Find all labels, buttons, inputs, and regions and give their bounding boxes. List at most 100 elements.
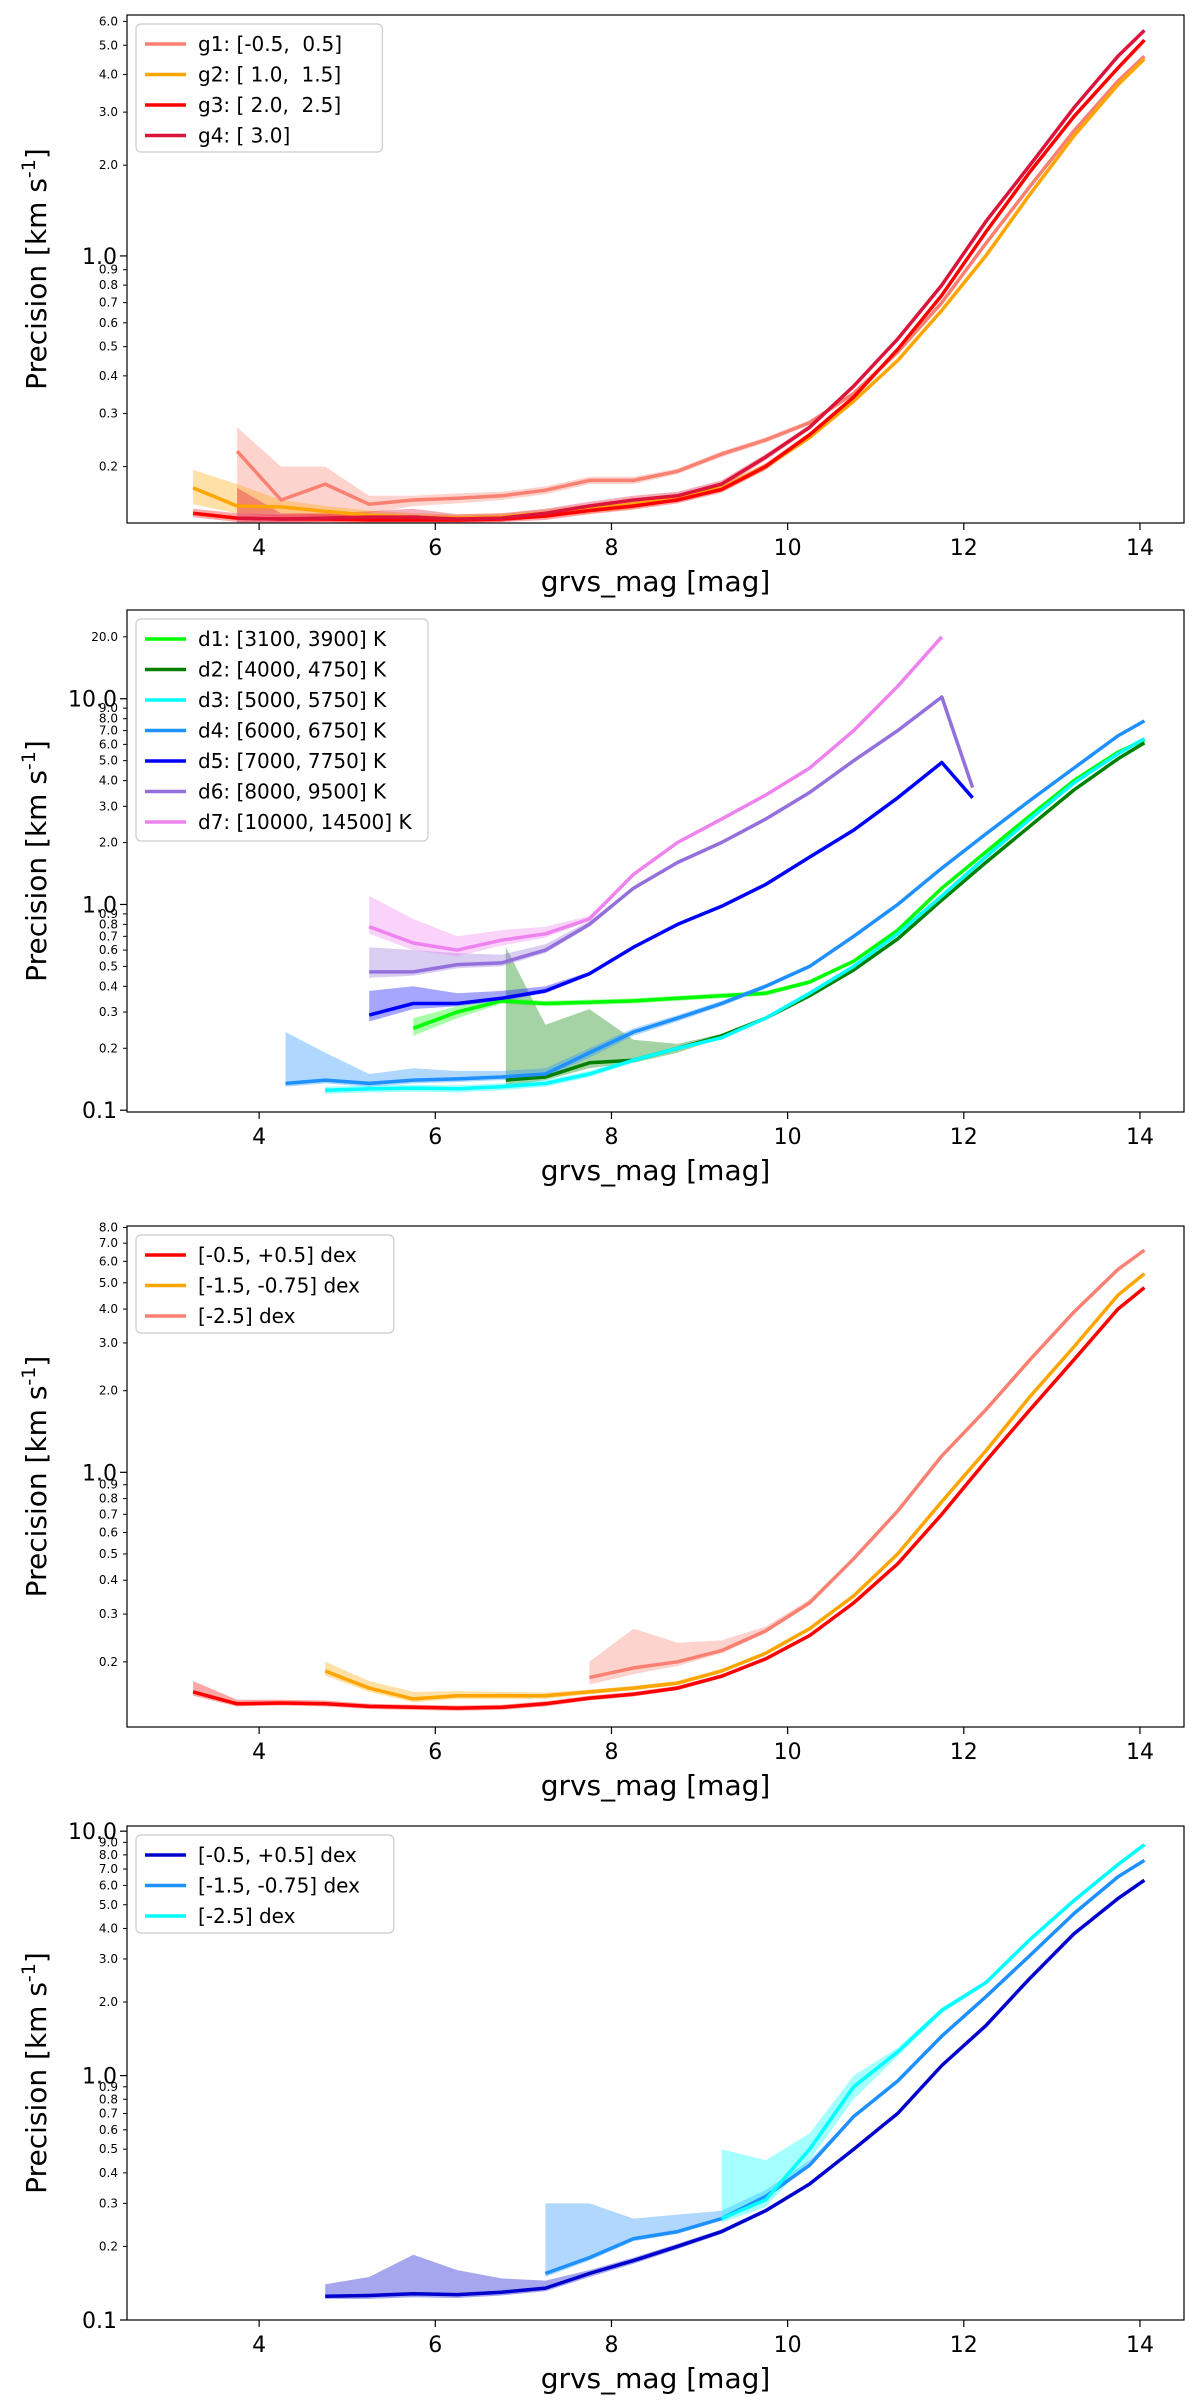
- y-minor-tick-label: 0.2: [99, 2239, 118, 2253]
- x-tick-label: 8: [604, 536, 618, 561]
- y-minor-tick-label: 0.7: [99, 1507, 118, 1521]
- y-tick-label: 0.1: [82, 2309, 117, 2334]
- legend-label: [-0.5, +0.5] dex: [198, 1243, 357, 1267]
- y-minor-tick-label: 0.9: [99, 263, 118, 277]
- legend-label: d6: [8000, 9500] K: [198, 780, 387, 804]
- y-minor-tick-label: 0.5: [99, 340, 118, 354]
- series-line-6: [369, 695, 975, 974]
- chart-panel-4: 4 6 8 10 12 14 0.1 1.0 10.0 0.2 0.3 0.4 0.5 0.6 0.70.8…: [18, 1820, 1185, 2395]
- legend-label: [-1.5, -0.75] dex: [198, 1274, 360, 1298]
- series-line-1: [235, 54, 1146, 507]
- y-minor-tick-label: 0.9: [99, 907, 118, 921]
- y-minor-tick-label: 0.6: [99, 1525, 118, 1539]
- y-tick-label: 0.1: [82, 1099, 117, 1124]
- x-tick-label: 8: [604, 2333, 618, 2358]
- legend-box: [135, 1234, 395, 1334]
- y-minor-tick-label: 2.0: [99, 1384, 118, 1398]
- plot-data: [325, 1843, 1146, 2299]
- x-tick-label: 6: [428, 1740, 442, 1765]
- chart-panel-2: 4 6 8 10 12 14 0.1 1.0 10.0 0.2 0.3 0.4 0.5 0.60.70.8…: [18, 609, 1185, 1187]
- x-axis-label: grvs_mag [mag]: [541, 1154, 771, 1187]
- y-minor-tick-label: 4.0: [99, 67, 118, 81]
- series-band-5: [369, 762, 973, 1022]
- y-minor-tick-label: 0.3: [99, 2196, 118, 2210]
- series-band-3: [721, 1844, 1145, 2223]
- legend-label: d2: [4000, 4750] K: [198, 658, 387, 682]
- axes-frame: [126, 609, 1185, 1113]
- y-minor-tick-label: 0.4: [99, 369, 118, 383]
- series-line-2: [544, 1858, 1146, 2276]
- legend: [-0.5, +0.5] dex [-1.5, -0.75] dex [-2.5] …: [135, 1834, 395, 1934]
- y-minor-tick-label: 4.0: [99, 1921, 118, 1935]
- x-tick-label: 14: [1126, 1740, 1154, 1765]
- y-minor-tick-label: 0.6: [99, 316, 118, 330]
- x-tick-label: 8: [604, 1125, 618, 1150]
- legend-label: d3: [5000, 5750] K: [198, 688, 387, 712]
- x-tick-label: 8: [604, 1740, 618, 1765]
- legend-label: [-2.5] dex: [198, 1304, 296, 1328]
- y-minor-tick-label: 5.0: [99, 38, 118, 52]
- y-minor-tick-label: 2.0: [99, 1995, 118, 2009]
- y-minor-tick-label: 0.9: [99, 1478, 118, 1492]
- y-minor-tick-label: 3.0: [99, 1336, 118, 1350]
- legend-label: d4: [6000, 6750] K: [198, 719, 387, 743]
- x-tick-label: 6: [428, 536, 442, 561]
- y-minor-tick-label: 2.0: [99, 836, 118, 850]
- series-band-2: [545, 1860, 1145, 2277]
- series-line-3: [720, 1843, 1146, 2221]
- legend-label: g1: [-0.5, 0.5]: [198, 32, 342, 56]
- axes-frame: [126, 14, 1185, 524]
- legend-label: g2: [ 1.0, 1.5]: [198, 63, 341, 87]
- y-minor-tick-label: 0.2: [99, 1041, 118, 1055]
- legend-box: [135, 618, 429, 842]
- legend-label: g4: [ 3.0]: [198, 124, 290, 148]
- y-minor-tick-label: 3.0: [99, 105, 118, 119]
- y-minor-tick-label: 6.0: [99, 1254, 118, 1268]
- y-minor-tick-label: 2.0: [99, 158, 118, 172]
- x-tick-label: 12: [950, 2333, 978, 2358]
- y-axis-label: Precision [km s-1]: [18, 148, 53, 390]
- series-band-3: [589, 1249, 1145, 1685]
- plot-data: [192, 1248, 1146, 1711]
- series-line-3: [325, 737, 1146, 1093]
- series-line-3: [589, 1248, 1146, 1680]
- x-tick-label: 10: [774, 1740, 802, 1765]
- y-minor-tick-label: 7.0: [99, 1236, 118, 1250]
- x-axis-label: grvs_mag [mag]: [541, 1769, 771, 1802]
- y-minor-tick-label: 0.3: [99, 1005, 118, 1019]
- series-band-2: [505, 742, 1145, 1087]
- series-line-4: [237, 29, 1146, 521]
- y-minor-tick-label: 7.0: [99, 1862, 118, 1876]
- series-line-2: [505, 741, 1146, 1082]
- legend-label: [-2.5] dex: [198, 1904, 296, 1928]
- y-minor-tick-label: 0.8: [99, 2092, 118, 2106]
- x-tick-label: 12: [950, 536, 978, 561]
- chart-panel-1: 4 6 8 10 12 14 1.0 0.2 0.3 0.4 0.5 0.6 0.7 0.80.9 2.0 3…: [18, 14, 1185, 598]
- y-minor-tick-label: 3.0: [99, 1952, 118, 1966]
- legend-label: [-0.5, +0.5] dex: [198, 1843, 357, 1867]
- series-line-1: [192, 1286, 1146, 1710]
- series-line-5: [368, 760, 974, 1017]
- x-tick-label: 12: [950, 1125, 978, 1150]
- y-tick-label: 1.0: [82, 1461, 117, 1486]
- x-tick-label: 6: [428, 2333, 442, 2358]
- plot-data: [285, 635, 1146, 1094]
- plot-data: [192, 29, 1146, 523]
- legend: d1: [3100, 3900] K d2: [4000, 4750] K d3: …: [135, 618, 429, 842]
- y-minor-tick-label: 8.0: [99, 1848, 118, 1862]
- y-minor-tick-label: 0.5: [99, 2142, 118, 2156]
- y-minor-tick-label: 9.0: [99, 701, 118, 715]
- series-band-7: [369, 636, 942, 957]
- series-line-1: [412, 738, 1146, 1030]
- y-axis-label: Precision [km s-1]: [18, 1952, 53, 2194]
- x-tick-label: 14: [1126, 536, 1154, 561]
- y-minor-tick-label: 7.0: [99, 724, 118, 738]
- legend-label: d1: [3100, 3900] K: [198, 627, 387, 651]
- legend-label: d5: [7000, 7750] K: [198, 749, 387, 773]
- y-minor-tick-label: 3.0: [99, 799, 118, 813]
- y-tick-label: 1.0: [82, 893, 117, 918]
- y-minor-tick-label: 0.2: [99, 460, 118, 474]
- x-tick-label: 12: [950, 1740, 978, 1765]
- y-minor-tick-label: 0.8: [99, 1492, 118, 1506]
- y-minor-tick-label: 0.4: [99, 2166, 118, 2180]
